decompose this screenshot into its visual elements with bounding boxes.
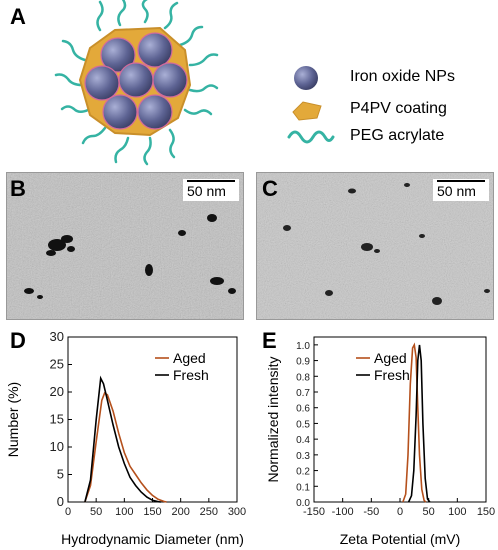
legend-p4pv: P4PV coating — [350, 100, 447, 117]
y-tick-label: 0.1 — [296, 482, 310, 493]
panel-label-c: C — [262, 176, 278, 201]
plot-frame — [67, 336, 238, 503]
y-tick-label: 1.0 — [296, 341, 310, 352]
panel-label-b: B — [10, 176, 26, 201]
legend-label: Fresh — [173, 367, 209, 383]
tem-image-aged: 50 nm — [6, 172, 244, 320]
series-line-aged — [402, 342, 427, 503]
y-tick-label: 0.7 — [296, 388, 310, 399]
x-tick-label: 300 — [228, 506, 246, 518]
y-tick-label: 0.6 — [296, 404, 310, 415]
y-tick-label: 25 — [50, 357, 64, 372]
iron-oxide-spheres — [84, 32, 188, 130]
y-tick-label: 0.8 — [296, 372, 310, 383]
x-tick-label: 50 — [90, 506, 102, 518]
x-tick-label: 100 — [115, 506, 133, 518]
series-line-fresh — [407, 344, 431, 503]
y-tick-label: 0.2 — [296, 467, 310, 478]
legend-label: Fresh — [374, 367, 410, 383]
y-tick-label: 20 — [50, 384, 64, 399]
series-line-aged — [84, 391, 167, 503]
y-tick-label: 10 — [50, 439, 64, 454]
x-tick-label: 0 — [397, 506, 403, 518]
legend-peg: PEG acrylate — [350, 127, 445, 144]
x-tick-label: 250 — [200, 506, 218, 518]
x-axis-label: Zeta Potential (mV) — [340, 531, 461, 547]
legend-label: Aged — [173, 350, 206, 366]
legend-label: Aged — [374, 350, 407, 366]
scale-label-b: 50 nm — [187, 183, 226, 199]
scale-bar-c — [437, 180, 485, 182]
y-tick-label: 0.5 — [296, 419, 310, 430]
x-tick-label: 0 — [65, 506, 71, 518]
series-line-fresh — [84, 375, 161, 503]
sphere-icon — [294, 66, 318, 90]
x-tick-label: -150 — [303, 506, 325, 518]
y-tick-label: 0 — [57, 494, 64, 509]
panel-label-d: D — [10, 328, 26, 353]
panel-label-e: E — [262, 328, 277, 353]
x-tick-label: 200 — [171, 506, 189, 518]
scale-bar-b — [187, 180, 235, 182]
x-tick-label: -100 — [332, 506, 354, 518]
wave-icon — [287, 130, 335, 144]
y-tick-label: 0.9 — [296, 357, 310, 368]
x-tick-label: -50 — [363, 506, 379, 518]
x-axis-label: Hydrodynamic Diameter (nm) — [61, 531, 244, 547]
y-tick-label: 0.4 — [296, 435, 310, 446]
x-tick-label: 50 — [423, 506, 435, 518]
y-tick-label: 5 — [57, 467, 64, 482]
coating-icon — [292, 101, 322, 121]
x-tick-label: 100 — [448, 506, 466, 518]
nanoparticle-cluster-schematic — [54, 0, 219, 166]
chart-zeta-potential: -150 -100 -50 0 50 100 150 0.0 0.1 0.2 0.3 0.4 0.5 0.… — [265, 336, 495, 547]
y-axis-label: Number (%) — [5, 382, 21, 457]
y-tick-label: 30 — [50, 329, 64, 344]
legend-iron-oxide: Iron oxide NPs — [350, 68, 455, 85]
x-tick-label: 150 — [143, 506, 161, 518]
scale-label-c: 50 nm — [437, 183, 476, 199]
panel-label-a: A — [10, 4, 26, 29]
y-tick-label: 0.3 — [296, 451, 310, 462]
y-tick-label: 0.0 — [296, 498, 310, 509]
x-tick-label: 150 — [477, 506, 495, 518]
y-axis-label: Normalized intensity — [265, 356, 281, 482]
tem-image-fresh: 50 nm — [256, 172, 494, 320]
y-tick-label: 15 — [50, 412, 64, 427]
peg-chains — [54, 0, 219, 166]
